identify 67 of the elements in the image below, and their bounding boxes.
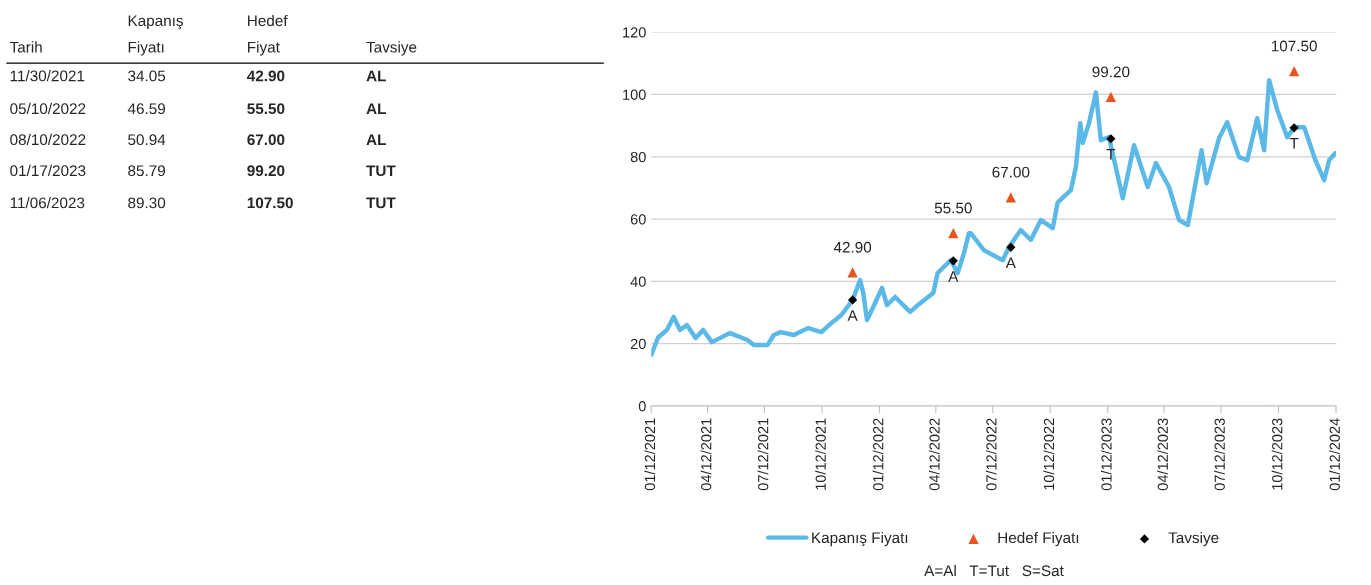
text: 42.90 [247,70,285,82]
text: 89.30 [128,197,166,209]
y-tick-label: 80 [630,151,646,163]
text: 85.79 [128,165,166,177]
x-tick-label: 01/12/2024 [1329,418,1340,491]
x-tick-label: 10/12/2021 [815,418,826,490]
data-label: 55.50 [934,202,972,214]
data-label: 67.00 [992,166,1030,178]
text: 05/10/2022 [10,102,86,115]
x-tick-label: 10/12/2023 [1271,418,1283,490]
line-series [651,77,1337,358]
text: 08/10/2022 [10,133,86,146]
x-tick-label: 07/12/2022 [985,418,997,491]
text: AL [366,70,386,82]
text: AL [366,103,386,114]
y-tick-label: 100 [623,89,646,100]
text: Kapanış Fiyatı [128,15,184,56]
point [948,256,958,266]
y-tick-label: 120 [623,27,646,38]
text: Tavsiye [366,41,417,56]
y-tick-label: 60 [630,214,646,225]
point [1006,242,1016,252]
text: 67.00 [247,134,285,146]
x-tick-label: 07/12/2023 [1214,418,1225,491]
x-tick-label: 01/12/2022 [872,418,884,491]
data-label: T [1289,138,1299,149]
data-label: A [847,310,858,321]
text: 50.94 [128,134,166,146]
text: 55.50 [247,103,285,115]
data-label: 107.50 [1271,40,1317,52]
text: Tarih [9,41,42,53]
text: 11/06/2023 [10,197,85,209]
text: 01/17/2023 [10,164,86,177]
data-label: 42.90 [833,241,872,253]
text: TUT [366,197,396,209]
x-tick-label: 04/12/2023 [1157,418,1168,491]
point [948,227,959,239]
x-tick-label: 07/12/2021 [757,418,769,491]
point [1288,65,1300,77]
text: 107.50 [247,197,293,209]
x-tick-label: 01/12/2023 [1100,418,1112,491]
legend-label: Tavsiye [1168,531,1219,547]
point [1289,123,1299,133]
text: AL [366,134,386,145]
point [1105,91,1117,103]
y-tick-label: 20 [630,338,646,350]
text: TUT [366,165,396,177]
text: 46.59 [127,103,166,115]
point [1106,134,1116,144]
x-tick-label: 10/12/2022 [1043,418,1055,490]
legend-label: Hedef Fiyatı [998,531,1079,547]
text: 11/30/2021 [10,70,85,82]
legend-label: Kapanış Fiyatı [812,531,908,547]
text: Hedef Fiyat [248,14,288,56]
point [847,267,858,278]
x-tick-label: 01/12/2021 [644,418,656,491]
y-tick-label: 0 [638,401,646,412]
data-label: 99.20 [1092,66,1130,78]
text: 34.05 [128,70,166,82]
x-tick-label: 04/12/2021 [700,418,712,491]
data-label: A [948,271,959,282]
point [848,295,858,305]
text: 99.20 [247,165,285,177]
text: A=Al T=Tut S=Sat [924,564,1064,577]
x-tick-label: 04/12/2022 [928,418,940,491]
data-label: A [1005,257,1016,269]
y-tick-label: 40 [630,276,646,287]
